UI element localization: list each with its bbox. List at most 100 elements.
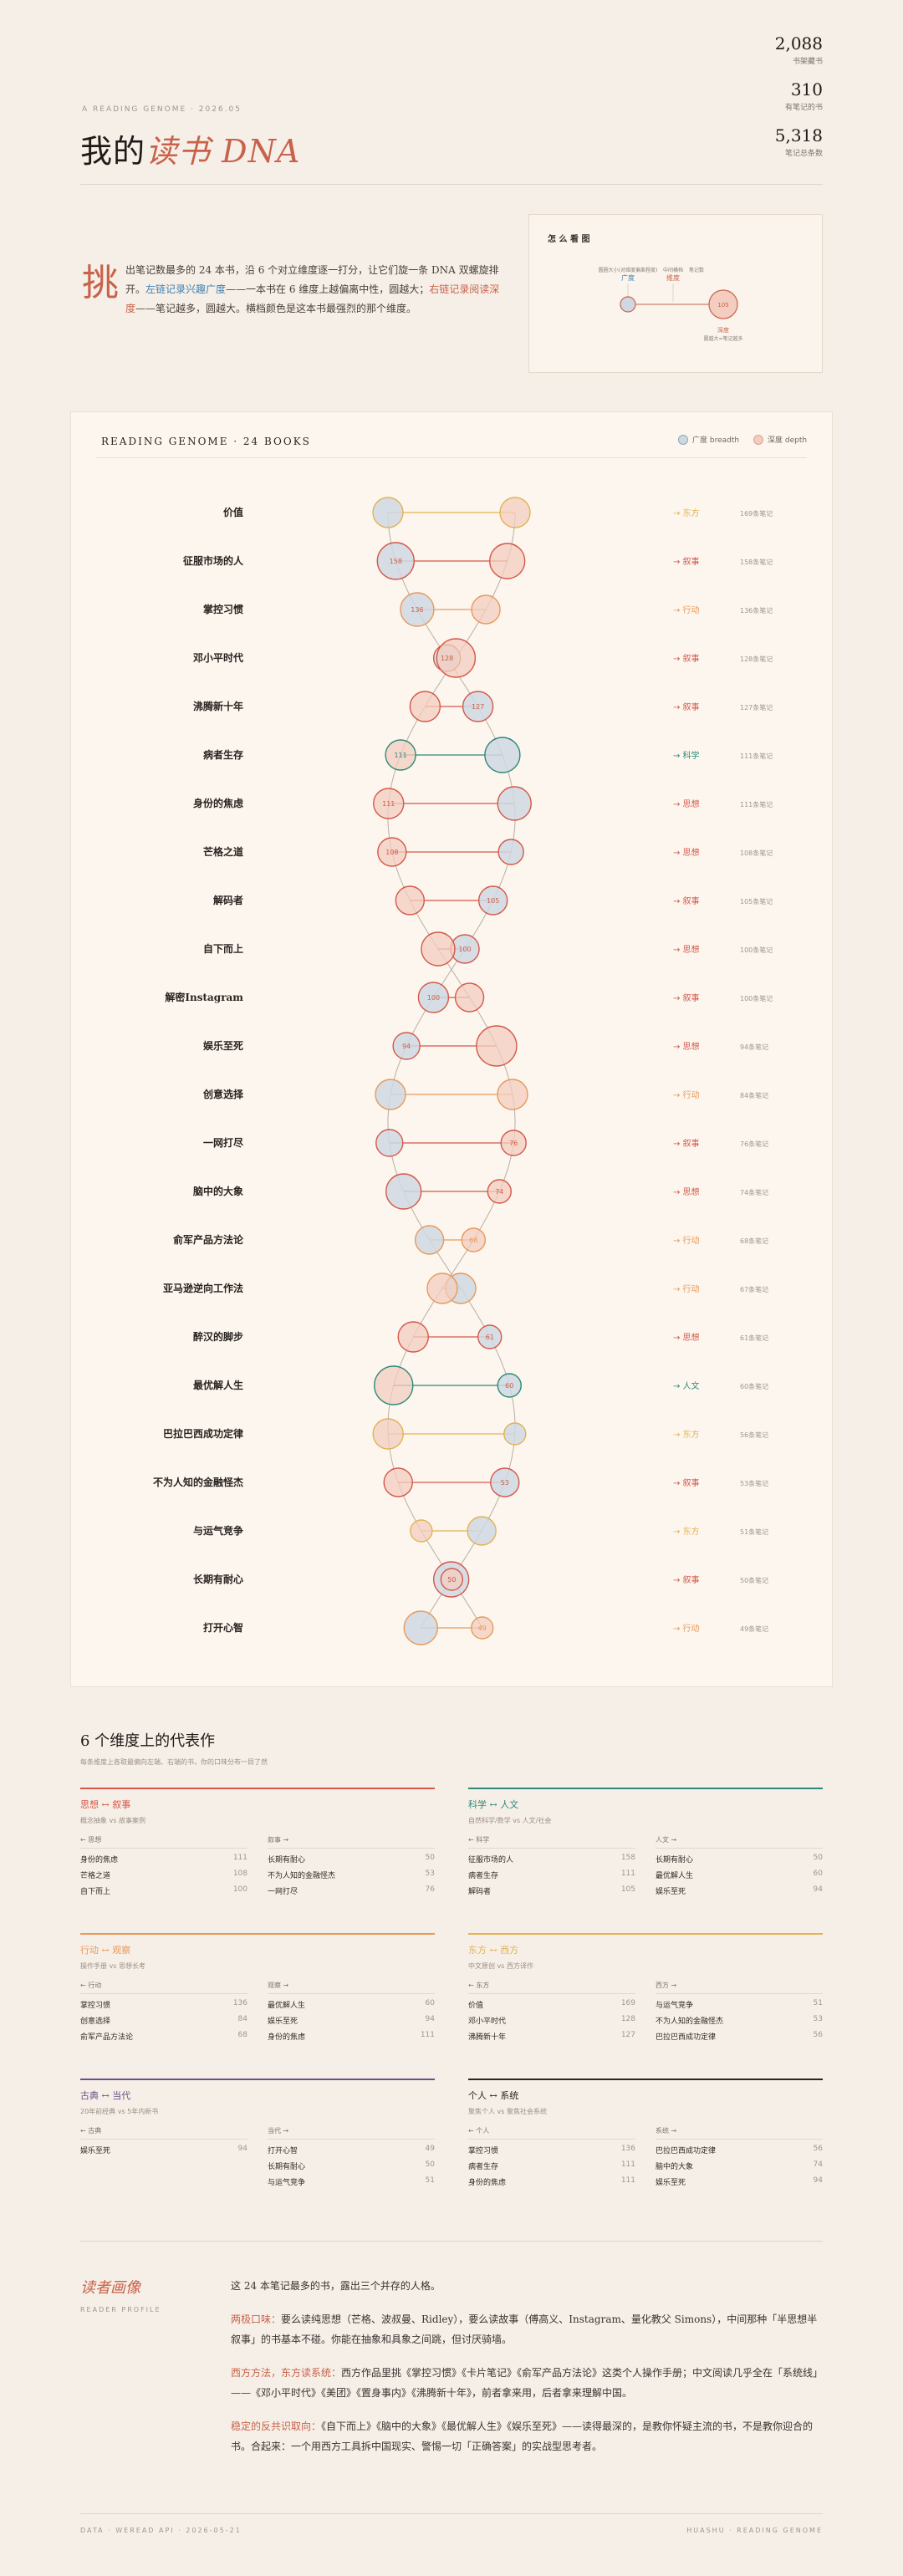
book-row: 娱乐至死 94 bbox=[656, 1885, 823, 1896]
book-title: 病者生存 bbox=[468, 1872, 499, 1880]
profile-para-head: 西方方法，东方读系统： bbox=[231, 2367, 342, 2379]
how-label-dim: 维度 bbox=[666, 273, 680, 282]
book-count: 94 bbox=[425, 2015, 435, 2023]
book-title: 解码者 bbox=[468, 1888, 492, 1896]
dimension-card: 东方 ↔ 西方 中文原创 vs 西方译作 ← 东方 价值 169 邓小平时代 128 沸腾新十… bbox=[468, 1933, 823, 2042]
breadth-circle bbox=[375, 1079, 406, 1110]
depth-circle bbox=[476, 1025, 518, 1067]
book-name: 解密Instagram bbox=[165, 991, 243, 1003]
breadth-swatch-icon bbox=[678, 434, 688, 445]
book-title: 身份的焦虑 bbox=[80, 1856, 119, 1864]
footer-right: HUASHU · READING GENOME bbox=[686, 2527, 823, 2534]
breadth-circle bbox=[497, 839, 524, 865]
circle-num: 60 bbox=[505, 1382, 513, 1390]
legend-depth: 深度 depth bbox=[753, 434, 807, 445]
book-title: 创意选择 bbox=[80, 2017, 111, 2026]
book-count: 94 bbox=[813, 1885, 823, 1894]
book-row: 与运气竞争 51 bbox=[656, 1999, 823, 2010]
card-column: 人文 → 长期有耐心 50 最优解人生 60 娱乐至死 94 bbox=[656, 1835, 823, 1896]
how-to-diagram: 圆圈大小(对维度偏离程度) 广度 中间横档 维度 105 深度 圆越大=笔记越多… bbox=[599, 267, 743, 342]
book-count: 60 bbox=[425, 1999, 435, 2007]
book-name: 沸腾新十年 bbox=[193, 700, 243, 712]
book-name: 一网打尽 bbox=[203, 1136, 244, 1149]
card-columns: ← 科学 征服市场的人 158 病者生存 111 解码者 105 人文 → 长期有耐心 50 最优解… bbox=[468, 1835, 823, 1896]
breadth-circle bbox=[497, 786, 532, 821]
book-dimension: → 行动 bbox=[673, 604, 700, 615]
book-title: 芒格之道 bbox=[80, 1872, 111, 1880]
column-head: 当代 → bbox=[268, 2126, 435, 2140]
depth-circle bbox=[488, 543, 526, 579]
breadth-circle bbox=[484, 737, 521, 773]
circle-num: 61 bbox=[486, 1334, 494, 1341]
circle-num: 68 bbox=[469, 1237, 477, 1244]
book-row: 病者生存 111 bbox=[468, 2160, 635, 2171]
card-columns: ← 思想 身份的焦虑 111 芒格之道 108 自下而上 100 叙事 → 长期有耐心 50 不为人… bbox=[80, 1835, 435, 1896]
book-dimension: → 思想 bbox=[673, 1041, 700, 1052]
breadth-circle bbox=[392, 1032, 421, 1060]
book-notes: 61条笔记 bbox=[740, 1334, 768, 1342]
book-notes: 51条笔记 bbox=[740, 1528, 768, 1536]
book-name: 价值 bbox=[223, 506, 243, 518]
dimensions-title: 6 个维度上的代表作 bbox=[80, 1732, 216, 1750]
book-title: 长期有耐心 bbox=[268, 1856, 306, 1864]
column-head: 叙事 → bbox=[268, 1835, 435, 1849]
divider bbox=[80, 2513, 823, 2514]
how-label-1: 圆圈大小(对维度偏离程度) bbox=[599, 267, 658, 273]
book-dimension: → 东方 bbox=[673, 1526, 700, 1537]
book-count: 94 bbox=[237, 2145, 247, 2153]
column-head: 系统 → bbox=[656, 2126, 823, 2140]
book-notes: 111条笔记 bbox=[740, 752, 773, 760]
depth-circle bbox=[487, 1179, 512, 1204]
depth-circle bbox=[385, 739, 416, 771]
book-row: 巴拉巴西成功定律 56 bbox=[656, 2031, 823, 2042]
book-dimension: → 东方 bbox=[673, 1429, 700, 1440]
stat-noted: 310 有笔记的书 bbox=[775, 79, 823, 112]
book-name: 解码者 bbox=[213, 894, 243, 906]
depth-circle bbox=[374, 1365, 414, 1405]
intro-p1: 出笔记数最多的 24 本书，沿 6 个对立维度逐一打分，让它们旋一条 DNA 双… bbox=[125, 264, 499, 295]
book-title: 掌控习惯 bbox=[468, 2147, 499, 2155]
book-name: 打开心智 bbox=[203, 1621, 243, 1634]
card-title: 行动 ↔ 观察 bbox=[80, 1945, 131, 1956]
how-label-5: 圆越大=笔记越多 bbox=[703, 335, 742, 342]
book-count: 136 bbox=[232, 1999, 247, 2007]
book-notes: 100条笔记 bbox=[740, 946, 773, 954]
book-row: 身份的焦虑 111 bbox=[468, 2176, 635, 2187]
card-desc: 中文原创 vs 西方译作 bbox=[468, 1962, 533, 1970]
book-dimension: → 叙事 bbox=[673, 1138, 700, 1149]
depth-circle bbox=[373, 788, 405, 819]
book-dimension: → 叙事 bbox=[673, 701, 700, 712]
dimension-card: 个人 ↔ 系统 聚焦个人 vs 聚焦社会系统 ← 个人 掌控习惯 136 病者生存 111 身… bbox=[468, 2079, 823, 2187]
book-dimension: → 行动 bbox=[673, 1623, 700, 1634]
book-count: 50 bbox=[425, 1854, 435, 1862]
column-head: ← 科学 bbox=[468, 1835, 635, 1849]
card-column: ← 个人 掌控习惯 136 病者生存 111 身份的焦虑 111 bbox=[468, 2126, 635, 2187]
footer-left: DATA · WEREAD API · 2026-05-21 bbox=[80, 2527, 242, 2534]
book-row: 娱乐至死 94 bbox=[656, 2176, 823, 2187]
book-title: 征服市场的人 bbox=[468, 1856, 514, 1864]
circle-num: 50 bbox=[447, 1576, 456, 1584]
column-head: ← 古典 bbox=[80, 2126, 247, 2140]
breadth-circle bbox=[375, 1129, 404, 1157]
profile-para-2: 西方方法，东方读系统：西方作品里挑《掌控习惯》《卡片笔记》《俞军产品方法论》这类… bbox=[231, 2363, 823, 2403]
book-count: 127 bbox=[620, 2031, 635, 2039]
book-notes: 68条笔记 bbox=[740, 1237, 768, 1245]
book-name: 脑中的大象 bbox=[192, 1185, 243, 1197]
breadth-circle bbox=[462, 691, 494, 722]
book-dimension: → 叙事 bbox=[673, 1477, 700, 1488]
book-name: 身份的焦虑 bbox=[193, 797, 243, 809]
book-count: 53 bbox=[813, 2015, 823, 2023]
column-head: 人文 → bbox=[656, 1835, 823, 1849]
card-title: 科学 ↔ 人文 bbox=[468, 1799, 519, 1810]
card-title: 东方 ↔ 西方 bbox=[468, 1945, 519, 1956]
book-count: 51 bbox=[425, 2176, 435, 2185]
genome-panel: READING GENOME · 24 BOOKS 广度 breadth 深度 … bbox=[70, 411, 833, 1687]
book-row: 掌控习惯 136 bbox=[80, 1999, 247, 2010]
kicker: A READING GENOME · 2026.05 bbox=[82, 105, 242, 114]
left-strand bbox=[387, 512, 516, 1629]
book-row: 病者生存 111 bbox=[468, 1870, 635, 1880]
book-notes: 127条笔记 bbox=[740, 703, 773, 712]
book-count: 100 bbox=[232, 1885, 247, 1894]
book-title: 娱乐至死 bbox=[656, 2179, 686, 2187]
